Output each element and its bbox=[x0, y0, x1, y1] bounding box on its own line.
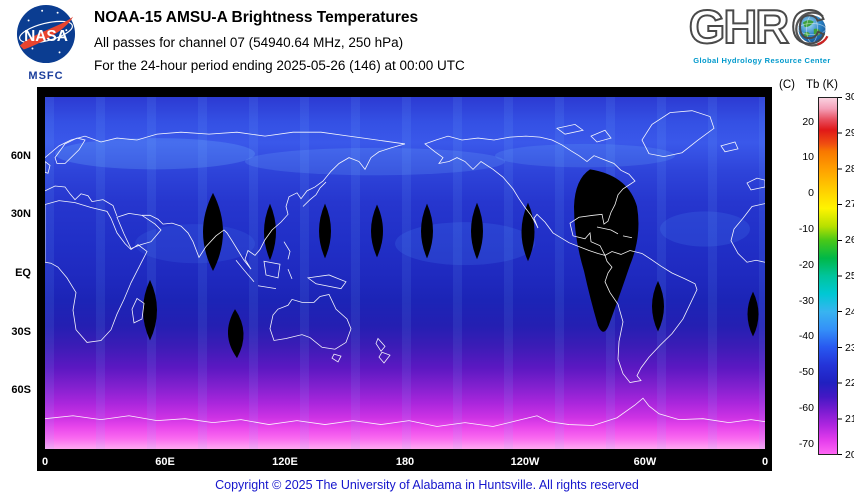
colorbar-units: (C) Tb (K) bbox=[779, 79, 854, 91]
kelvin-tick-label: 300 bbox=[845, 91, 854, 103]
page-title: NOAA-15 AMSU-A Brightness Temperatures bbox=[94, 9, 419, 26]
celsius-tick-label: -10 bbox=[798, 222, 814, 235]
coastlines bbox=[45, 110, 765, 427]
colorbar-unit-kelvin: Tb (K) bbox=[805, 79, 838, 91]
ghrc-logo[interactable]: G H R bbox=[672, 0, 852, 66]
ghrc-letter-r: R bbox=[754, 0, 790, 53]
nasa-wordmark: NASA bbox=[24, 28, 68, 45]
colorbar bbox=[818, 97, 838, 455]
colorbar-celsius-scale: 20 10 0 -10 -20 -30 -40 -50 -60 -70 bbox=[783, 97, 814, 455]
ghrc-subtitle: Global Hydrology Resource Center bbox=[693, 56, 831, 65]
celsius-tick-label: -50 bbox=[798, 366, 814, 379]
celsius-tick-label: 0 bbox=[808, 187, 814, 200]
celsius-tick-label: 20 bbox=[802, 115, 814, 128]
kelvin-tick-label: 210 bbox=[845, 413, 854, 426]
world-map bbox=[45, 97, 765, 449]
kelvin-tick-label: 200 bbox=[845, 449, 854, 461]
ghrc-letter-g: G bbox=[688, 0, 727, 53]
msfc-label: MSFC bbox=[28, 70, 64, 82]
kelvin-tick-label: 240 bbox=[845, 305, 854, 318]
celsius-tick-label: -60 bbox=[798, 401, 814, 414]
lon-tick: 0 bbox=[761, 456, 769, 468]
kelvin-tick-label: 260 bbox=[845, 234, 854, 247]
lon-tick: 120W bbox=[510, 456, 540, 468]
globe-icon bbox=[795, 11, 829, 47]
lon-tick: 180 bbox=[395, 456, 415, 468]
kelvin-tick-label: 220 bbox=[845, 377, 854, 390]
lon-tick: 0 bbox=[41, 456, 49, 468]
colorbar-unit-celsius: (C) bbox=[779, 79, 795, 91]
title-block: NOAA-15 AMSU-A Brightness Temperatures A… bbox=[94, 9, 465, 81]
longitude-axis: 0 60E 120E 180 120W 60W 0 bbox=[41, 456, 769, 470]
lat-tick: 30N bbox=[10, 208, 31, 221]
celsius-tick-label: -70 bbox=[798, 437, 814, 450]
data-gap-regions bbox=[143, 169, 759, 359]
period-subtitle: For the 24-hour period ending 2025-05-26… bbox=[94, 58, 465, 73]
lon-tick: 60W bbox=[633, 456, 657, 468]
lat-tick: 60N bbox=[10, 149, 31, 162]
latitude-axis: 60N 30N EQ 30S 60S bbox=[0, 97, 33, 449]
bright-patches bbox=[55, 138, 750, 266]
ghrc-wordmark: G H R bbox=[672, 0, 852, 54]
lat-tick: 30S bbox=[11, 325, 31, 338]
celsius-tick-label: -20 bbox=[798, 258, 814, 271]
nasa-logo[interactable]: NASA MSFC bbox=[14, 4, 78, 82]
lon-tick: 120E bbox=[272, 456, 298, 468]
kelvin-tick-label: 230 bbox=[845, 341, 854, 354]
celsius-tick-label: -30 bbox=[798, 294, 814, 307]
lon-tick: 60E bbox=[155, 456, 175, 468]
channel-subtitle: All passes for channel 07 (54940.64 MHz,… bbox=[94, 35, 404, 50]
kelvin-tick-label: 250 bbox=[845, 270, 854, 282]
kelvin-tick-label: 290 bbox=[845, 126, 854, 139]
lat-tick: EQ bbox=[15, 267, 31, 279]
celsius-tick-label: 10 bbox=[802, 151, 814, 164]
kelvin-tick-label: 270 bbox=[845, 198, 854, 211]
colorbar-kelvin-scale: 300 290 280 270 260 250 240 230 220 210 … bbox=[845, 91, 854, 461]
copyright-notice: Copyright © 2025 The University of Alaba… bbox=[215, 478, 639, 492]
colorbar-tick-marks bbox=[838, 97, 842, 455]
celsius-tick-label: -40 bbox=[798, 330, 814, 343]
ghrc-letter-c: C bbox=[790, 0, 826, 53]
nasa-meatball-icon: NASA bbox=[16, 4, 76, 64]
lat-tick: 60S bbox=[11, 384, 31, 397]
brightness-temperature-map: 0 60E 120E 180 120W 60W 0 bbox=[37, 87, 772, 471]
ghrc-letter-h: H bbox=[722, 0, 758, 53]
kelvin-tick-label: 280 bbox=[845, 162, 854, 175]
map-overlay-svg bbox=[45, 110, 765, 427]
